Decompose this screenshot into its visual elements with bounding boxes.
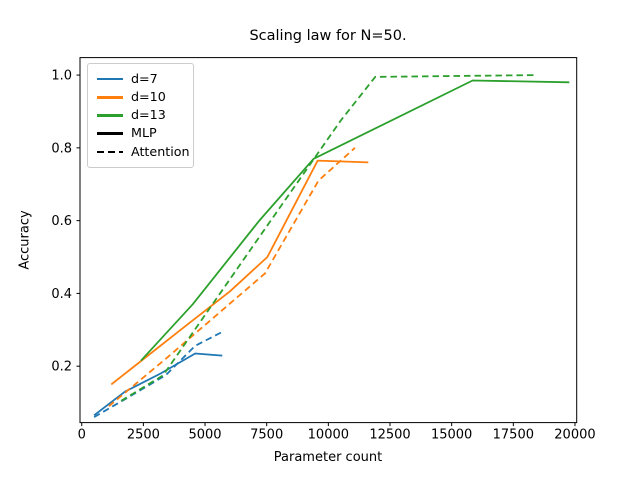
chart-title: Scaling law for N=50. [249,28,407,44]
y-tick-label: 1.0 [51,69,72,84]
legend-label: d=10 [131,88,166,104]
x-tick-label: 7500 [250,428,283,443]
y-tick-label: 0.4 [51,287,72,302]
series-line-d-13-mlp [140,79,570,362]
legend-label: Attention [131,143,190,159]
series-line-d-10-attention [108,147,356,407]
x-tick-label: 12500 [369,428,410,443]
x-tick-label: 15000 [431,428,472,443]
legend-item-d7: d=7 [97,70,185,88]
x-tick-label: 5000 [188,428,221,443]
legend-swatch-d10 [97,96,123,99]
legend-swatch-attention [97,150,123,154]
legend-label: d=7 [131,70,158,86]
legend-label: MLP [131,125,157,141]
y-axis-label: Accuracy [17,210,33,270]
y-tick-label: 0.2 [51,360,72,375]
legend-swatch-d7 [97,77,123,81]
x-tick-label: 2500 [127,428,160,443]
legend-item-d13: d=13 [97,106,185,124]
series-line-d-13-attention [120,74,536,402]
legend-item-attention: Attention [97,143,190,161]
x-tick-label: 0 [78,428,86,443]
series-line-d-7-mlp [93,352,223,417]
legend-label: d=13 [131,107,166,123]
y-tick-label: 0.8 [51,141,72,156]
legend: d=7 d=10 d=13 MLP Attention [87,63,194,168]
y-tick-label: 0.6 [51,214,72,229]
x-tick-label: 20000 [554,428,595,443]
series-line-d-10-mlp [110,159,369,386]
legend-item-mlp: MLP [97,125,185,143]
x-axis-label: Parameter count [273,450,383,465]
series-line-d-7-attention [93,330,225,418]
x-tick-label: 10000 [308,428,349,443]
x-tick-label: 17500 [493,428,534,443]
legend-swatch-mlp [97,132,123,135]
legend-item-d10: d=10 [97,88,185,106]
legend-swatch-d13 [97,114,123,117]
